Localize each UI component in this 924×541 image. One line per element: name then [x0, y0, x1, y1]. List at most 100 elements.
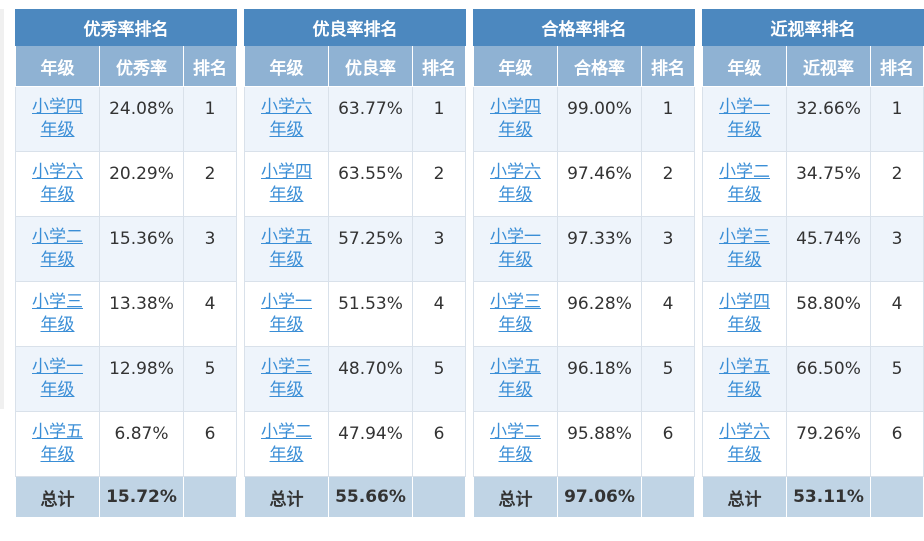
rate-cell: 48.70% [328, 346, 413, 412]
table-row: 小学一年级 12.98% 5 [15, 346, 238, 412]
rate-cell: 79.26% [786, 411, 871, 477]
grade-cell: 小学一年级 [244, 281, 329, 347]
rank-cell: 3 [411, 216, 467, 282]
total-value: 53.11% [786, 476, 871, 518]
rate-cell: 97.46% [557, 151, 642, 217]
rank-cell: 6 [411, 411, 467, 477]
table-row: 小学一年级 97.33% 3 [473, 216, 696, 282]
grade-link[interactable]: 小学五年级 [719, 357, 770, 400]
rank-cell: 5 [869, 346, 924, 412]
grade-link[interactable]: 小学六年级 [32, 162, 83, 205]
rate-cell: 34.75% [786, 151, 871, 217]
grade-link[interactable]: 小学五年级 [490, 357, 541, 400]
grade-link[interactable]: 小学五年级 [32, 422, 83, 465]
grade-cell: 小学一年级 [15, 346, 100, 412]
rate-cell: 63.55% [328, 151, 413, 217]
rate-cell: 13.38% [99, 281, 184, 347]
grade-cell: 小学五年级 [702, 346, 787, 412]
rate-cell: 51.53% [328, 281, 413, 347]
grade-link[interactable]: 小学三年级 [32, 292, 83, 335]
total-rank-empty [411, 476, 467, 518]
left-edge-shadow [0, 9, 4, 409]
rate-cell: 12.98% [99, 346, 184, 412]
rate-cell: 96.28% [557, 281, 642, 347]
grade-cell: 小学二年级 [244, 411, 329, 477]
table-body: 小学六年级 63.77% 1 小学四年级 63.55% 2 小学五年级 57.25% 3 小学一年… [244, 86, 467, 477]
column-header-grade: 年级 [244, 45, 329, 87]
grade-link[interactable]: 小学六年级 [261, 97, 312, 140]
grade-link[interactable]: 小学一年级 [719, 97, 770, 140]
grade-link[interactable]: 小学三年级 [261, 357, 312, 400]
total-value: 97.06% [557, 476, 642, 518]
column-header-rate: 合格率 [557, 45, 642, 87]
table-row: 小学二年级 47.94% 6 [244, 411, 467, 477]
rank-cell: 4 [411, 281, 467, 347]
table-title: 近视率排名 [701, 9, 924, 46]
grade-link[interactable]: 小学一年级 [261, 292, 312, 335]
rank-cell: 1 [640, 86, 696, 152]
grade-link[interactable]: 小学一年级 [490, 227, 541, 270]
rate-cell: 95.88% [557, 411, 642, 477]
rate-cell: 6.87% [99, 411, 184, 477]
grade-link[interactable]: 小学六年级 [719, 422, 770, 465]
rate-cell: 99.00% [557, 86, 642, 152]
rank-cell: 4 [640, 281, 696, 347]
total-value: 55.66% [328, 476, 413, 518]
grade-link[interactable]: 小学二年级 [32, 227, 83, 270]
column-header-rank: 排名 [411, 45, 467, 87]
pass-rate-ranking-table: 合格率排名 年级 合格率 排名 小学四年级 99.00% 1 小学六年级 97.46% 2… [472, 9, 696, 518]
grade-link[interactable]: 小学三年级 [490, 292, 541, 335]
table-row: 小学四年级 63.55% 2 [244, 151, 467, 217]
rank-cell: 1 [411, 86, 467, 152]
grade-link[interactable]: 小学六年级 [490, 162, 541, 205]
table-title: 优良率排名 [243, 9, 467, 46]
grade-cell: 小学四年级 [702, 281, 787, 347]
grade-link[interactable]: 小学三年级 [719, 227, 770, 270]
table-row: 小学二年级 34.75% 2 [702, 151, 924, 217]
table-row: 小学三年级 13.38% 4 [15, 281, 238, 347]
grade-link[interactable]: 小学五年级 [261, 227, 312, 270]
table-row: 小学四年级 58.80% 4 [702, 281, 924, 347]
total-rank-empty [182, 476, 238, 518]
table-row: 小学一年级 32.66% 1 [702, 86, 924, 152]
grade-link[interactable]: 小学四年级 [719, 292, 770, 335]
grade-link[interactable]: 小学四年级 [490, 97, 541, 140]
grade-cell: 小学三年级 [244, 346, 329, 412]
grade-cell: 小学三年级 [702, 216, 787, 282]
grade-cell: 小学二年级 [15, 216, 100, 282]
rate-cell: 96.18% [557, 346, 642, 412]
grade-link[interactable]: 小学二年级 [490, 422, 541, 465]
grade-link[interactable]: 小学四年级 [32, 97, 83, 140]
table-row: 小学四年级 24.08% 1 [15, 86, 238, 152]
rank-cell: 3 [182, 216, 238, 282]
grade-cell: 小学六年级 [473, 151, 558, 217]
table-row: 小学五年级 96.18% 5 [473, 346, 696, 412]
rank-cell: 3 [640, 216, 696, 282]
grade-link[interactable]: 小学二年级 [261, 422, 312, 465]
table-row: 小学三年级 48.70% 5 [244, 346, 467, 412]
table-row: 小学五年级 57.25% 3 [244, 216, 467, 282]
grade-link[interactable]: 小学一年级 [32, 357, 83, 400]
table-row: 小学二年级 15.36% 3 [15, 216, 238, 282]
good-rate-ranking-table: 优良率排名 年级 优良率 排名 小学六年级 63.77% 1 小学四年级 63.55% 2… [243, 9, 467, 518]
rate-cell: 57.25% [328, 216, 413, 282]
table-body: 小学四年级 24.08% 1 小学六年级 20.29% 2 小学二年级 15.36% 3 小学三年… [15, 86, 238, 477]
total-label: 总计 [473, 476, 558, 518]
rate-cell: 66.50% [786, 346, 871, 412]
grade-link[interactable]: 小学二年级 [719, 162, 770, 205]
grade-cell: 小学四年级 [473, 86, 558, 152]
rank-cell: 6 [182, 411, 238, 477]
grade-cell: 小学一年级 [702, 86, 787, 152]
table-title: 优秀率排名 [14, 9, 238, 46]
grade-cell: 小学六年级 [702, 411, 787, 477]
total-label: 总计 [244, 476, 329, 518]
grade-link[interactable]: 小学四年级 [261, 162, 312, 205]
rate-cell: 63.77% [328, 86, 413, 152]
rate-cell: 58.80% [786, 281, 871, 347]
rate-cell: 15.36% [99, 216, 184, 282]
rank-cell: 5 [640, 346, 696, 412]
rank-cell: 1 [869, 86, 924, 152]
rate-cell: 47.94% [328, 411, 413, 477]
rate-cell: 24.08% [99, 86, 184, 152]
total-label: 总计 [702, 476, 787, 518]
